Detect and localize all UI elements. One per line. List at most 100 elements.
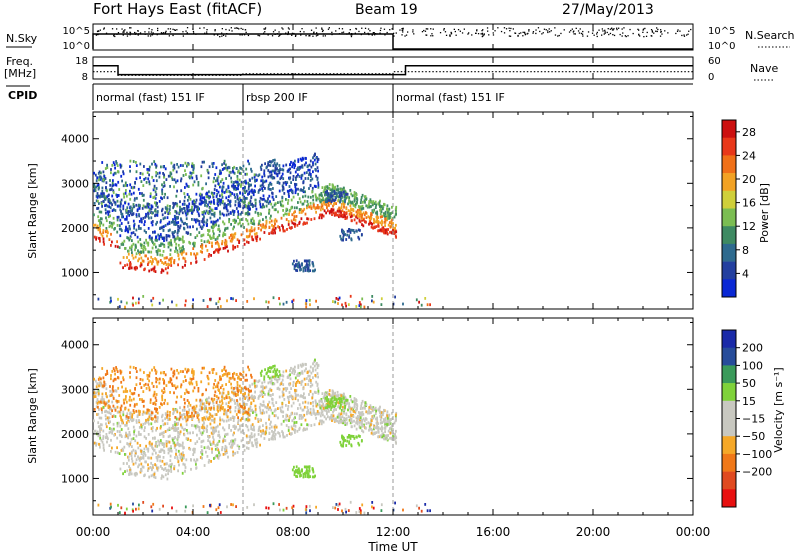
power-echo [140,256,143,260]
velocity-echo [198,437,201,440]
velocity-echo [151,467,153,470]
velocity-echo [173,408,176,412]
velocity-echo [253,425,255,429]
velocity-echo [104,414,107,418]
velocity-echo [288,401,290,404]
colorbar-cell [722,120,736,138]
velocity-echo [156,417,159,421]
nsky-dot [494,30,496,32]
velocity-echo [116,436,119,440]
velocity-echo [225,419,228,423]
velocity-echo [263,403,265,407]
power-echo [192,242,194,246]
power-echo [183,203,186,206]
velocity-echo [346,401,349,405]
power-echo [312,198,315,202]
velocity-echo [164,417,167,421]
power-echo [127,252,130,256]
velocity-echo [108,407,111,411]
power-echo [201,225,204,229]
power-echo [302,157,305,161]
nsky-dot [449,35,451,37]
power-echo [99,221,101,225]
velocity-echo [299,394,302,398]
velocity-echo [187,437,190,441]
power-echo [270,173,273,177]
nsky-dot [622,32,624,34]
velocity-echo [355,421,357,425]
power-echo [350,238,353,242]
power-echo [93,171,95,175]
power-echo [291,262,294,266]
power-echo [272,164,275,168]
velocity-echo [269,406,271,410]
power-echo [267,300,270,304]
power-echo [219,180,222,184]
power-echo [99,228,101,231]
power-echo [230,176,232,180]
power-echo [105,227,108,230]
velocity-echo [105,409,107,413]
power-echo [309,195,312,199]
power-echo [303,186,305,190]
power-echo [130,186,133,189]
velocity-echo [328,392,331,396]
power-echo [108,193,110,197]
power-echo [362,218,365,222]
power-echo [128,214,131,217]
power-echo [237,210,239,213]
power-echo [135,228,138,232]
velocity-echo [173,446,176,449]
power-echo [215,219,218,223]
power-echo [193,203,196,206]
power-echo [298,175,301,178]
power-echo [251,238,254,241]
power-echo [201,193,203,197]
power-echo [282,225,284,229]
power-echo [295,178,297,181]
power-echo [224,166,227,170]
velocity-echo [373,426,376,430]
power-echo [240,185,242,188]
nsky-dot [463,28,465,30]
velocity-echo [108,416,111,420]
velocity-echo [188,408,191,412]
power-echo [259,202,262,206]
power-echo [300,208,303,211]
power-echo [201,220,203,223]
nsky-dot [450,31,452,34]
power-echo [140,217,142,221]
velocity-echo [204,410,206,413]
nsky-dot [608,33,610,36]
power-echo [386,208,389,212]
velocity-echo [249,438,251,442]
power-echo [172,206,174,210]
velocity-echo [217,406,220,410]
velocity-echo [98,400,100,404]
power-echo [178,211,181,215]
power-echo [138,206,141,210]
power-echo [215,195,218,198]
power-echo [308,172,311,175]
power-echo [344,215,346,218]
power-echo [322,196,324,200]
power-echo [216,202,219,205]
velocity-echo [337,401,340,405]
velocity-echo [370,406,373,409]
velocity-echo [111,446,113,450]
power-echo [246,240,248,244]
nsky-dot [500,30,503,33]
velocity-echo [178,453,181,456]
power-echo [116,194,119,197]
velocity-echo [370,423,372,427]
power-echo [233,225,235,229]
nsky-dot [349,29,351,31]
power-echo [282,177,285,180]
velocity-echo [340,395,343,399]
power-echo [314,168,317,171]
power-echo [223,206,225,210]
velocity-echo [294,424,297,428]
velocity-echo [168,464,170,468]
power-echo [249,199,252,203]
power-echo [109,206,112,210]
